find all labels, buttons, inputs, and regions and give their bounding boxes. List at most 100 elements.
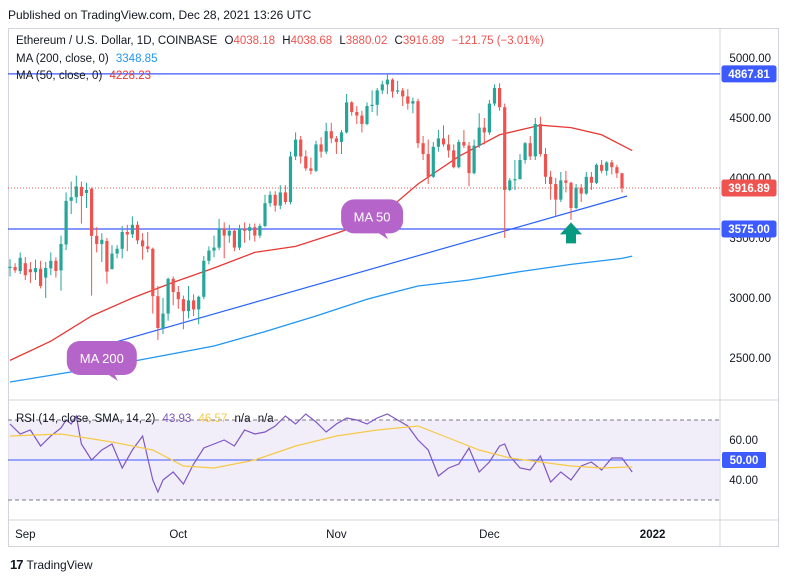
candle[interactable]: [334, 136, 338, 154]
candle[interactable]: [508, 178, 512, 192]
candle[interactable]: [186, 286, 191, 319]
candle[interactable]: [487, 100, 491, 135]
candle[interactable]: [421, 136, 425, 160]
candle[interactable]: [171, 276, 175, 306]
candle[interactable]: [100, 233, 104, 262]
candle[interactable]: [396, 80, 400, 94]
candle[interactable]: [202, 256, 206, 300]
candle[interactable]: [554, 178, 558, 217]
legend-ma50-row[interactable]: MA (50, close, 0) 4228.23: [16, 70, 151, 82]
candle[interactable]: [375, 88, 379, 116]
candle[interactable]: [28, 262, 32, 284]
candle[interactable]: [207, 246, 211, 265]
candle[interactable]: [69, 181, 73, 214]
candle[interactable]: [482, 118, 486, 145]
candle[interactable]: [258, 223, 262, 238]
candle[interactable]: [350, 101, 354, 116]
candle[interactable]: [385, 73, 389, 94]
candle[interactable]: [222, 222, 226, 259]
candle[interactable]: [146, 232, 150, 253]
candle[interactable]: [18, 252, 22, 274]
candle[interactable]: [309, 157, 313, 175]
candle[interactable]: [74, 175, 78, 204]
candle[interactable]: [115, 245, 119, 259]
candle[interactable]: [54, 257, 58, 278]
candle[interactable]: [477, 113, 481, 148]
candle[interactable]: [314, 140, 318, 172]
candle[interactable]: [533, 118, 537, 160]
candle[interactable]: [44, 262, 48, 298]
candle[interactable]: [380, 80, 384, 94]
candle[interactable]: [324, 122, 328, 154]
rsi-line[interactable]: [9, 413, 633, 494]
candle[interactable]: [13, 263, 17, 273]
candle[interactable]: [416, 98, 420, 148]
candle[interactable]: [503, 103, 507, 238]
candle[interactable]: [528, 136, 532, 160]
candle[interactable]: [426, 139, 430, 184]
candle[interactable]: [543, 148, 548, 184]
candle[interactable]: [339, 130, 344, 154]
candle[interactable]: [600, 160, 604, 174]
candle[interactable]: [574, 184, 578, 210]
candle[interactable]: [243, 222, 247, 243]
candle[interactable]: [584, 172, 588, 195]
candle[interactable]: [176, 286, 180, 309]
candle[interactable]: [411, 97, 415, 114]
candle[interactable]: [406, 89, 410, 110]
candle[interactable]: [329, 122, 333, 144]
candle[interactable]: [360, 110, 364, 133]
legend-ma200-row[interactable]: MA (200, close, 0) 3348.85: [16, 53, 157, 65]
candle[interactable]: [523, 142, 527, 164]
candle[interactable]: [227, 224, 231, 243]
candle[interactable]: [23, 257, 27, 280]
candle[interactable]: [610, 160, 614, 175]
legend-rsi-row[interactable]: RSI (14, close, SMA, 14, 2) 43.93 46.57 …: [16, 413, 274, 425]
candle[interactable]: [345, 94, 349, 134]
candle[interactable]: [370, 90, 374, 112]
symbol-title[interactable]: Ethereum / U.S. Dollar, 1D, COINBASE: [16, 35, 218, 47]
candle[interactable]: [263, 194, 267, 228]
candle[interactable]: [84, 182, 89, 208]
candle[interactable]: [141, 233, 145, 260]
candle[interactable]: [498, 83, 502, 111]
candle[interactable]: [39, 260, 43, 289]
candle[interactable]: [518, 154, 522, 180]
candle[interactable]: [156, 286, 160, 340]
candle[interactable]: [564, 170, 568, 193]
candle[interactable]: [64, 192, 68, 250]
candle[interactable]: [559, 172, 563, 202]
candle[interactable]: [59, 235, 63, 291]
candle[interactable]: [212, 235, 216, 258]
candle[interactable]: [151, 247, 155, 314]
ma50-line[interactable]: [9, 124, 633, 361]
candle[interactable]: [605, 161, 609, 176]
candle[interactable]: [237, 224, 242, 250]
candle[interactable]: [248, 223, 252, 241]
candle[interactable]: [95, 227, 99, 253]
candle[interactable]: [105, 238, 109, 284]
candle[interactable]: [355, 106, 359, 124]
candle[interactable]: [431, 142, 435, 178]
candle[interactable]: [268, 191, 272, 207]
candle[interactable]: [33, 259, 38, 280]
candle[interactable]: [589, 172, 593, 190]
candle[interactable]: [253, 223, 257, 242]
candle[interactable]: [294, 132, 298, 160]
candle[interactable]: [620, 173, 624, 193]
candle[interactable]: [79, 181, 83, 224]
candle[interactable]: [472, 139, 476, 175]
candle[interactable]: [181, 295, 185, 330]
candle[interactable]: [161, 298, 165, 334]
candle[interactable]: [462, 130, 466, 148]
candle[interactable]: [283, 185, 287, 205]
candle[interactable]: [538, 116, 542, 157]
candle[interactable]: [447, 134, 451, 158]
candle[interactable]: [8, 259, 12, 277]
candle[interactable]: [579, 184, 583, 202]
candle[interactable]: [110, 245, 114, 270]
candle[interactable]: [192, 294, 196, 316]
candle[interactable]: [49, 252, 53, 276]
candle[interactable]: [130, 216, 134, 238]
